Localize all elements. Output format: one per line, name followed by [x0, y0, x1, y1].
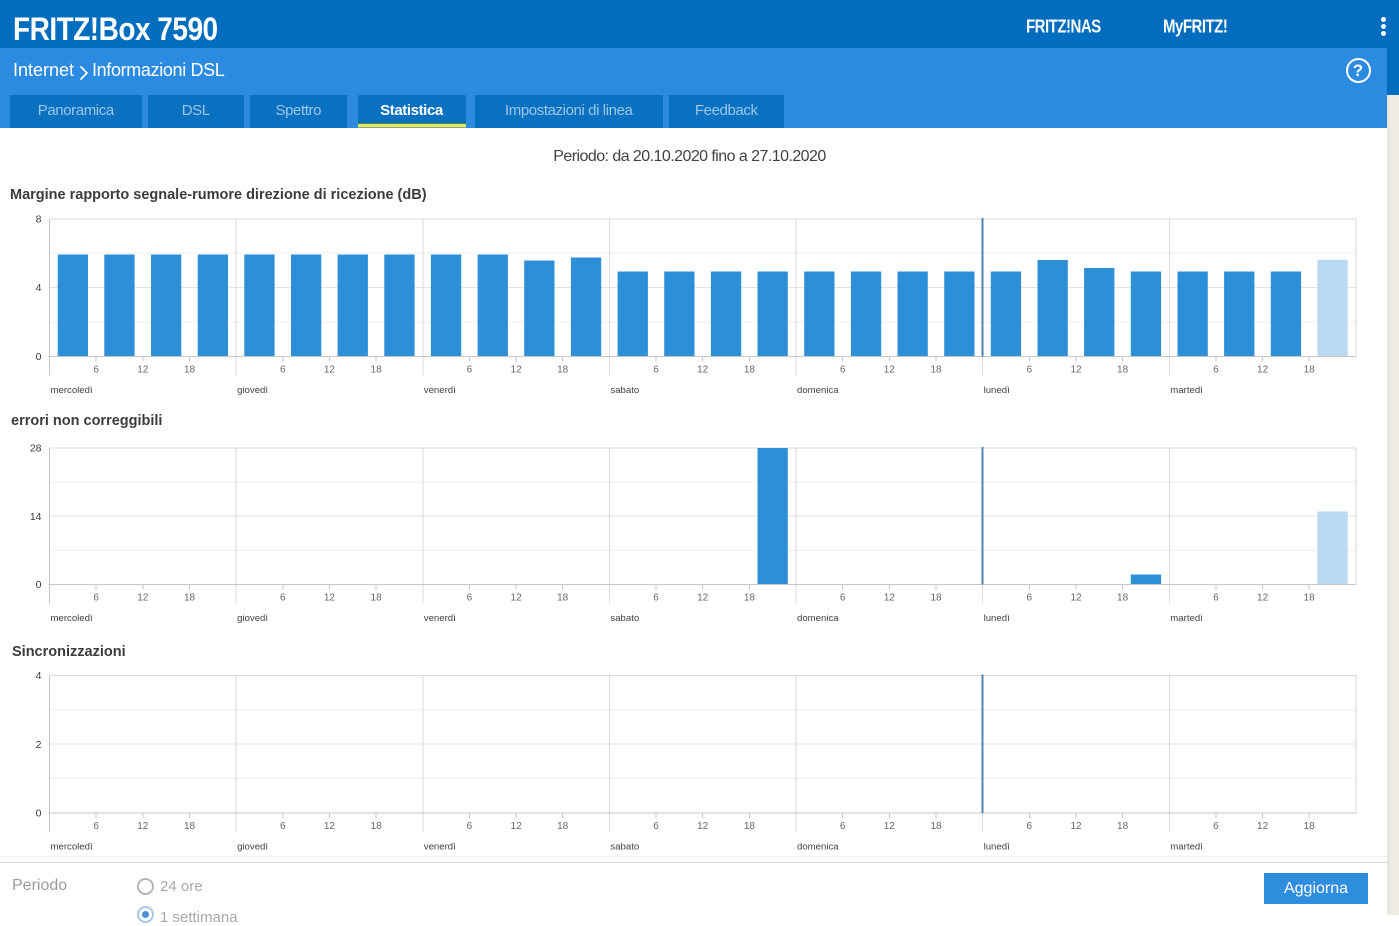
- svg-text:12: 12: [1070, 365, 1082, 376]
- svg-text:giovedì: giovedì: [237, 385, 268, 396]
- svg-text:12: 12: [697, 365, 709, 376]
- svg-text:6: 6: [1213, 365, 1219, 376]
- svg-text:18: 18: [1304, 593, 1316, 604]
- svg-text:18: 18: [371, 821, 383, 832]
- svg-text:12: 12: [1070, 821, 1082, 832]
- svg-text:12: 12: [324, 593, 336, 604]
- svg-text:6: 6: [1027, 821, 1033, 832]
- svg-text:6: 6: [93, 365, 99, 376]
- svg-text:venerdì: venerdì: [424, 385, 456, 396]
- svg-text:18: 18: [1117, 821, 1129, 832]
- svg-text:lunedì: lunedì: [984, 385, 1010, 396]
- svg-text:4: 4: [36, 670, 42, 682]
- svg-text:giovedì: giovedì: [237, 841, 268, 852]
- svg-text:12: 12: [884, 821, 896, 832]
- svg-text:6: 6: [840, 593, 846, 604]
- svg-text:martedì: martedì: [1170, 385, 1203, 396]
- svg-text:8: 8: [36, 214, 42, 226]
- svg-text:18: 18: [930, 365, 942, 376]
- svg-text:6: 6: [280, 821, 286, 832]
- svg-text:18: 18: [1117, 593, 1129, 604]
- svg-text:12: 12: [324, 821, 336, 832]
- svg-text:martedì: martedì: [1170, 841, 1203, 852]
- svg-text:sabato: sabato: [610, 841, 639, 852]
- svg-text:18: 18: [557, 365, 569, 376]
- svg-text:martedì: martedì: [1170, 613, 1203, 624]
- svg-text:0: 0: [36, 579, 42, 591]
- svg-text:18: 18: [930, 821, 942, 832]
- svg-text:domenica: domenica: [797, 613, 839, 624]
- svg-text:6: 6: [1213, 593, 1219, 604]
- svg-text:14: 14: [30, 511, 42, 523]
- svg-text:lunedì: lunedì: [984, 841, 1010, 852]
- svg-text:18: 18: [371, 593, 383, 604]
- svg-text:0: 0: [36, 808, 42, 820]
- svg-text:6: 6: [280, 593, 286, 604]
- svg-text:12: 12: [511, 821, 523, 832]
- svg-text:28: 28: [30, 443, 42, 455]
- svg-text:6: 6: [653, 365, 659, 376]
- svg-text:giovedì: giovedì: [237, 613, 268, 624]
- svg-text:12: 12: [884, 365, 896, 376]
- svg-text:mercoledì: mercoledì: [51, 841, 93, 852]
- svg-text:12: 12: [697, 821, 709, 832]
- svg-text:18: 18: [371, 365, 383, 376]
- svg-text:6: 6: [1213, 821, 1219, 832]
- svg-text:18: 18: [744, 365, 756, 376]
- svg-text:6: 6: [653, 593, 659, 604]
- svg-text:12: 12: [511, 365, 523, 376]
- svg-text:6: 6: [1027, 365, 1033, 376]
- svg-text:12: 12: [1070, 593, 1082, 604]
- svg-text:6: 6: [467, 821, 473, 832]
- svg-text:domenica: domenica: [797, 385, 839, 396]
- svg-text:domenica: domenica: [797, 841, 839, 852]
- svg-text:sabato: sabato: [610, 613, 639, 624]
- svg-text:6: 6: [93, 821, 99, 832]
- svg-text:18: 18: [1304, 365, 1316, 376]
- svg-text:6: 6: [467, 593, 473, 604]
- svg-text:18: 18: [930, 593, 942, 604]
- svg-text:6: 6: [93, 593, 99, 604]
- svg-text:sabato: sabato: [610, 385, 639, 396]
- svg-text:18: 18: [184, 593, 196, 604]
- svg-text:18: 18: [557, 593, 569, 604]
- svg-text:6: 6: [840, 821, 846, 832]
- svg-text:12: 12: [1257, 593, 1269, 604]
- svg-text:18: 18: [184, 365, 196, 376]
- svg-text:18: 18: [744, 593, 756, 604]
- svg-text:0: 0: [36, 351, 42, 363]
- svg-text:18: 18: [1117, 365, 1129, 376]
- svg-text:18: 18: [744, 821, 756, 832]
- svg-text:12: 12: [137, 821, 149, 832]
- svg-text:12: 12: [697, 593, 709, 604]
- svg-text:2: 2: [36, 739, 42, 751]
- svg-text:venerdì: venerdì: [424, 841, 456, 852]
- svg-text:12: 12: [511, 593, 523, 604]
- svg-text:6: 6: [467, 365, 473, 376]
- svg-text:12: 12: [1257, 821, 1269, 832]
- svg-text:6: 6: [653, 821, 659, 832]
- svg-text:18: 18: [184, 821, 196, 832]
- svg-text:4: 4: [36, 282, 42, 294]
- svg-text:lunedì: lunedì: [984, 613, 1010, 624]
- svg-text:18: 18: [1304, 821, 1316, 832]
- svg-text:18: 18: [557, 821, 569, 832]
- svg-text:12: 12: [137, 593, 149, 604]
- svg-text:mercoledì: mercoledì: [51, 613, 93, 624]
- svg-text:6: 6: [280, 365, 286, 376]
- svg-text:6: 6: [1027, 593, 1033, 604]
- svg-text:venerdì: venerdì: [424, 613, 456, 624]
- svg-text:6: 6: [840, 365, 846, 376]
- svg-text:12: 12: [1257, 365, 1269, 376]
- svg-text:12: 12: [324, 365, 336, 376]
- svg-text:12: 12: [884, 593, 896, 604]
- svg-text:mercoledì: mercoledì: [51, 385, 93, 396]
- svg-text:12: 12: [137, 365, 149, 376]
